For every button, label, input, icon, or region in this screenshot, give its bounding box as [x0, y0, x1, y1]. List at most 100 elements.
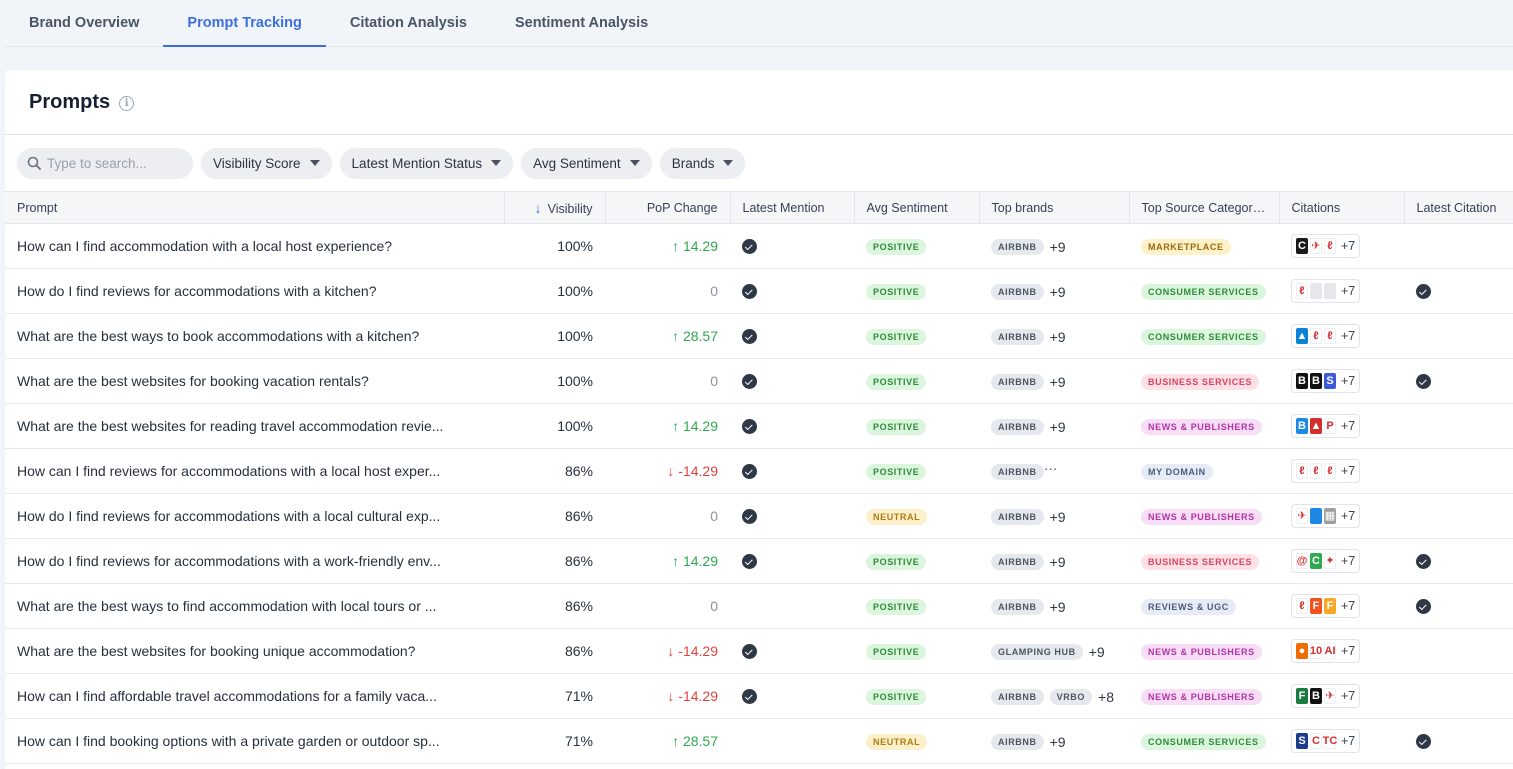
column-header-latest-mention[interactable]: Latest Mention — [729, 191, 854, 224]
column-header-prompt[interactable]: Prompt — [5, 191, 504, 224]
top-brands-cell: AIRBNB REDDIT +8 — [979, 448, 1129, 494]
latest-mention-cell — [730, 673, 854, 719]
citations-favicons[interactable]: C ✈ ℓ +7 — [1291, 234, 1361, 258]
source-favicon-icon: ✦ — [1324, 553, 1336, 569]
citations-favicons[interactable]: @ C ✦ +7 — [1291, 549, 1361, 573]
top-source-category-cell: NEWS & PUBLISHERS — [1129, 493, 1279, 539]
brands-more-count[interactable]: +9 — [1049, 733, 1066, 750]
latest-citation-cell — [1404, 583, 1513, 629]
table-row[interactable]: How can I find reviews for accommodation… — [5, 448, 1513, 494]
column-header-label: PoP Change — [646, 200, 718, 215]
column-header-avg-sentiment[interactable]: Avg Sentiment — [853, 191, 979, 224]
brands-more-count[interactable]: +9 — [1088, 643, 1105, 660]
filter-brands-dropdown[interactable]: Brands — [659, 147, 746, 179]
column-header-latest-citation[interactable]: Latest Citation — [1403, 191, 1513, 224]
column-header-top-source-category[interactable]: Top Source Category... — [1128, 191, 1279, 224]
info-icon[interactable]: i — [119, 95, 135, 111]
prompt-cell[interactable]: What are the best websites for booking v… — [5, 358, 504, 404]
brands-more-count[interactable]: +9 — [1049, 373, 1066, 390]
sentiment-badge: POSITIVE — [866, 328, 927, 345]
tab-brand-overview[interactable]: Brand Overview — [29, 15, 140, 31]
top-source-category-cell: CONSUMER SERVICES — [1129, 268, 1279, 314]
table-row[interactable]: What are the best websites for booking u… — [5, 628, 1513, 674]
citations-favicons[interactable]: S C TC +7 — [1291, 729, 1361, 753]
visibility-cell: 100% — [504, 358, 605, 404]
prompt-cell[interactable]: What are the best websites for booking u… — [5, 628, 504, 674]
prompt-cell[interactable]: How do I find reviews for accommodations… — [5, 493, 504, 539]
search-input[interactable] — [47, 155, 187, 171]
visibility-cell: 100% — [504, 268, 605, 314]
prompt-cell[interactable]: How can I find affordable travel accommo… — [5, 673, 504, 719]
table-row[interactable]: What are the best ways to book accommoda… — [5, 313, 1513, 359]
table-row[interactable]: What are the best websites for reading t… — [5, 403, 1513, 449]
brands-more-count[interactable]: +9 — [1049, 553, 1066, 570]
brands-more-count[interactable]: +9 — [1049, 508, 1066, 525]
column-header-citations[interactable]: Citations — [1278, 191, 1404, 224]
top-source-category-cell: CONSUMER SERVICES — [1129, 718, 1279, 764]
tab-sentiment-analysis[interactable]: Sentiment Analysis — [514, 15, 649, 31]
top-brands-cell: AIRBNB +9 — [979, 583, 1129, 629]
citations-cell: ▲ ℓ ℓ +7 — [1279, 313, 1404, 359]
tab-prompt-tracking[interactable]: Prompt Tracking — [163, 0, 327, 47]
citations-cell: S C TC +7 — [1279, 718, 1404, 764]
table-row[interactable]: How do I find reviews for accommodations… — [5, 268, 1513, 314]
source-favicon-icon: ▲ — [1310, 418, 1322, 434]
prompt-cell[interactable]: How can I find accommodation with a loca… — [5, 223, 504, 269]
brands-more-count[interactable]: +9 — [1049, 238, 1066, 255]
prompt-cell[interactable]: What are the best websites for reading t… — [5, 403, 504, 449]
citations-favicons[interactable]: B B S +7 — [1291, 369, 1361, 393]
sentiment-badge: POSITIVE — [866, 643, 927, 660]
citations-more-count: +7 — [1341, 599, 1356, 613]
avg-sentiment-cell: POSITIVE — [854, 313, 979, 359]
top-brands-cell: AIRBNB VRBO +8 — [979, 673, 1129, 719]
column-header-pop-change[interactable]: PoP Change — [604, 191, 730, 224]
top-source-category-cell: NEWS & PUBLISHERS — [1129, 403, 1279, 449]
latest-citation-cell — [1404, 268, 1513, 314]
citations-cell: ● 10 AI +7 — [1279, 628, 1404, 674]
tab-citation-analysis[interactable]: Citation Analysis — [349, 15, 467, 31]
table-row[interactable]: How do I find reviews for accommodations… — [5, 493, 1513, 539]
table-row[interactable]: How can I find affordable travel accommo… — [5, 673, 1513, 719]
source-favicon-icon — [1324, 283, 1336, 299]
citations-favicons[interactable]: ✈ ▦ +7 — [1291, 504, 1361, 528]
prompt-cell[interactable]: How can I find booking options with a pr… — [5, 718, 504, 764]
search-icon — [27, 156, 41, 170]
brands-more-count[interactable]: +9 — [1049, 598, 1066, 615]
table-row[interactable]: How can I find booking options with a pr… — [5, 718, 1513, 764]
table-row[interactable]: What are the best websites for booking v… — [5, 358, 1513, 404]
prompt-cell[interactable]: How can I find reviews for accommodation… — [5, 448, 504, 494]
citations-favicons[interactable]: F B ✈ +7 — [1291, 684, 1361, 708]
filter-latest-mention-status-dropdown[interactable]: Latest Mention Status — [339, 147, 514, 179]
brands-more-count[interactable]: +9 — [1049, 328, 1066, 345]
column-header-top-brands[interactable]: Top brands — [978, 191, 1129, 224]
prompt-cell[interactable]: What are the best ways to find accommoda… — [5, 583, 504, 629]
brand-badge: GLAMPING HUB — [991, 643, 1083, 660]
category-badge: BUSINESS SERVICES — [1141, 553, 1260, 570]
check-circle-icon — [1416, 734, 1431, 750]
prompt-cell[interactable]: How do I find reviews for accommodations… — [5, 538, 504, 584]
prompt-cell[interactable]: What are the best ways to book accommoda… — [5, 313, 504, 359]
citations-favicons[interactable]: ▲ ℓ ℓ +7 — [1291, 324, 1361, 348]
search-box[interactable] — [17, 147, 193, 179]
pop-change-cell: 0 — [605, 268, 730, 314]
prompt-cell[interactable]: How do I find reviews for accommodations… — [5, 268, 504, 314]
brands-more-count[interactable]: +8 — [1106, 463, 1123, 480]
filter-avg-sentiment-dropdown[interactable]: Avg Sentiment — [521, 147, 652, 179]
citations-favicons[interactable]: ℓ +7 — [1291, 279, 1361, 303]
table-row[interactable]: What are the best ways to find accommoda… — [5, 583, 1513, 629]
citations-favicons[interactable]: ● 10 AI +7 — [1291, 639, 1361, 663]
top-brands-cell: AIRBNB +9 — [979, 313, 1129, 359]
brands-more-count[interactable]: +8 — [1098, 688, 1114, 705]
citations-favicons[interactable]: ℓ ℓ ℓ +7 — [1291, 459, 1361, 483]
citations-favicons[interactable]: B ▲ P +7 — [1291, 414, 1361, 438]
table-row[interactable]: How can I find accommodation with a loca… — [5, 223, 1513, 269]
brands-more-count[interactable]: +9 — [1049, 418, 1066, 435]
column-header-visibility[interactable]: ↓ Visibility — [503, 191, 605, 224]
sentiment-badge: POSITIVE — [866, 688, 927, 705]
brands-more-count[interactable]: +9 — [1049, 283, 1066, 300]
sort-descending-icon[interactable]: ↓ — [534, 199, 542, 216]
visibility-cell: 86% — [504, 448, 605, 494]
filter-visibility-score-dropdown[interactable]: Visibility Score — [201, 147, 332, 179]
citations-favicons[interactable]: ℓ F F +7 — [1291, 594, 1361, 618]
table-row[interactable]: How do I find reviews for accommodations… — [5, 538, 1513, 584]
